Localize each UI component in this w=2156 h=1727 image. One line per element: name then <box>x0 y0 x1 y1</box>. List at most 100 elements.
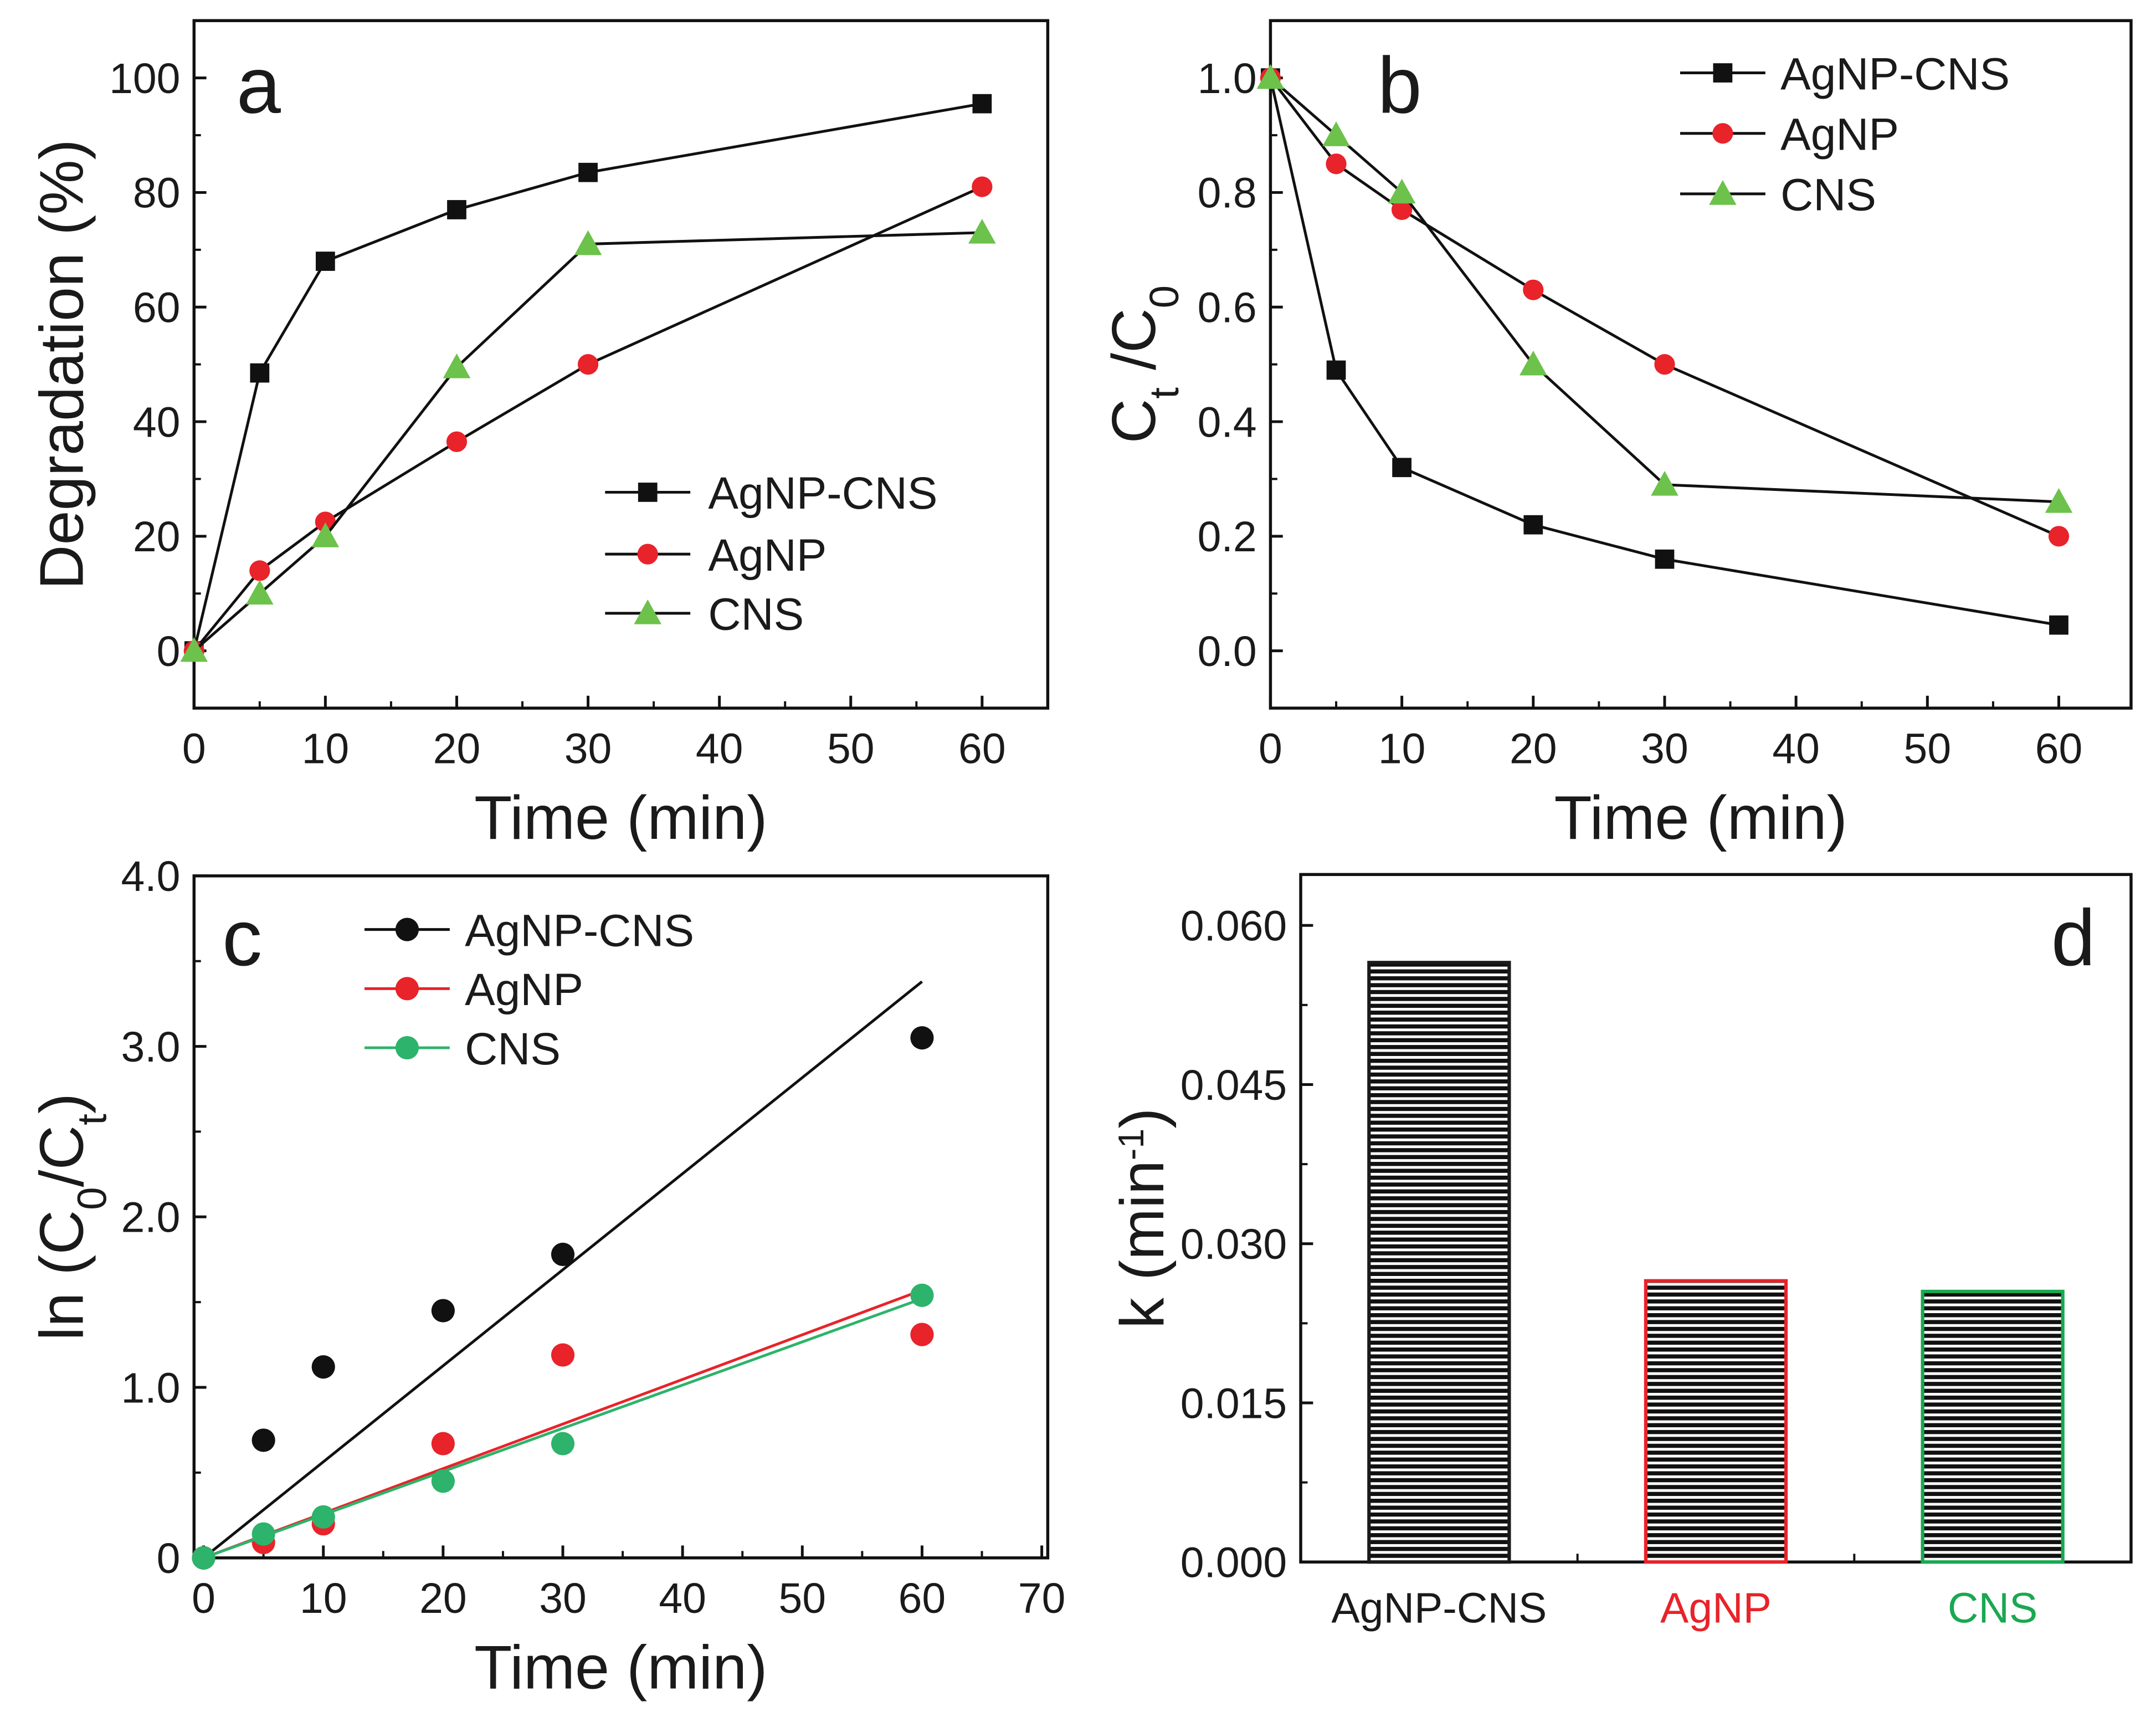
y-tick-label: 0.045 <box>1180 1062 1287 1109</box>
series-line <box>1269 76 2059 504</box>
data-point <box>1523 515 1543 535</box>
panel-letter: c <box>222 893 262 982</box>
data-point <box>1523 279 1544 300</box>
y-axis-label-part: /C <box>1099 308 1168 387</box>
legend-marker <box>1709 180 1737 205</box>
y-axis-label: ln (C0/Ct) <box>27 1093 115 1341</box>
data-point <box>972 94 992 114</box>
data-point <box>311 1505 335 1529</box>
y-axis-label-part: ) <box>1107 1108 1177 1129</box>
y-tick-label: 80 <box>133 170 181 217</box>
y-tick-label: 1.0 <box>1198 55 1257 103</box>
y-tick-label: 0.2 <box>1198 513 1257 561</box>
data-point <box>1256 64 1285 89</box>
y-tick-label: 0.060 <box>1180 903 1287 950</box>
data-point <box>1655 549 1675 569</box>
data-point <box>192 1546 215 1570</box>
x-tick-label: 10 <box>302 725 350 772</box>
panel-letter: b <box>1378 40 1422 130</box>
data-point <box>1651 470 1678 496</box>
x-tick-label: 70 <box>1018 1575 1066 1622</box>
data-point <box>249 560 270 581</box>
x-tick-label: 40 <box>1772 725 1820 772</box>
x-category-label: AgNP-CNS <box>1331 1584 1547 1632</box>
data-point <box>1392 458 1411 478</box>
fit-line <box>203 980 923 1559</box>
bar-cns <box>1921 1289 2065 1564</box>
x-tick-label: 30 <box>539 1575 587 1622</box>
y-tick-label: 0.030 <box>1180 1221 1287 1268</box>
y-axis-label-part: ) <box>27 1093 96 1114</box>
panel-letter: d <box>2051 893 2096 982</box>
x-tick-label: 20 <box>1510 725 1557 772</box>
series-line <box>193 231 982 652</box>
data-point <box>311 1355 335 1379</box>
series-agnp-cns <box>1261 68 2068 635</box>
data-point <box>1388 178 1416 204</box>
data-point <box>431 1432 455 1456</box>
data-point <box>446 431 468 452</box>
data-point <box>447 200 466 219</box>
y-axis-label-part: Degradation (%) <box>27 139 96 590</box>
x-tick-label: 10 <box>1378 725 1426 772</box>
y-tick-label: 100 <box>109 55 180 103</box>
y-axis-label-part: 0 <box>69 1187 115 1210</box>
data-point <box>251 1428 275 1452</box>
y-axis-label-part: t <box>69 1114 115 1125</box>
x-tick-label: 50 <box>1904 725 1952 772</box>
y-axis-label-part: ln (C <box>27 1210 96 1341</box>
data-point <box>2048 526 2070 547</box>
x-tick-label: 60 <box>958 725 1006 772</box>
legend-label: AgNP-CNS <box>465 905 694 956</box>
x-tick-label: 20 <box>433 725 481 772</box>
legend-marker <box>1712 123 1733 144</box>
series-cns <box>192 1283 934 1570</box>
x-category-label: CNS <box>1948 1584 2037 1632</box>
x-tick-label: 30 <box>1641 725 1688 772</box>
y-tick-label: 0 <box>157 1535 181 1582</box>
series-line <box>192 102 983 652</box>
fit-line <box>203 1297 923 1560</box>
y-tick-label: 0.6 <box>1198 284 1257 332</box>
series-cns <box>180 219 996 662</box>
legend-label: AgNP-CNS <box>708 468 937 519</box>
y-tick-label: 20 <box>133 513 181 561</box>
plot-frame <box>192 19 1050 710</box>
series-agnp-cns <box>192 980 934 1570</box>
x-tick-label: 50 <box>827 725 875 772</box>
data-point <box>315 511 336 532</box>
series-line <box>193 185 983 652</box>
data-point <box>1392 199 1413 221</box>
y-axis-label-part: t <box>1141 387 1187 399</box>
data-point <box>250 363 270 383</box>
data-point <box>2045 488 2073 513</box>
legend-marker <box>395 1036 419 1060</box>
x-tick-label: 60 <box>2035 725 2083 772</box>
data-point <box>1519 350 1547 376</box>
legend-marker <box>634 599 662 624</box>
data-point <box>968 219 996 244</box>
data-point <box>2049 615 2068 635</box>
y-tick-label: 40 <box>133 398 181 446</box>
x-tick-label: 0 <box>192 1575 215 1622</box>
y-axis-label: Degradation (%) <box>27 139 96 590</box>
panel-c: 01.02.03.04.0ln (C0/Ct)c0 10 20 30 40 50 60 70T… <box>27 853 1065 1702</box>
panel-a: 0 20 40 60 80 100 Degradation (%) a 0 10 20 30 40 50 6… <box>27 19 1050 852</box>
y-axis-label: k (min-1) <box>1107 1108 1177 1329</box>
data-point <box>972 176 993 197</box>
data-point <box>574 230 602 255</box>
data-point <box>1326 360 1346 380</box>
y-axis-label-part: -1 <box>1111 1129 1151 1160</box>
data-point <box>315 252 335 271</box>
data-point <box>251 1522 275 1546</box>
series-agnp <box>192 1289 934 1570</box>
legend-marker <box>638 483 658 502</box>
data-point <box>910 1026 934 1050</box>
legend-label: CNS <box>465 1024 561 1074</box>
x-category-label: AgNP <box>1660 1584 1772 1632</box>
x-axis-label: Time (min) <box>474 783 767 852</box>
y-tick-label: 3.0 <box>121 1023 181 1071</box>
